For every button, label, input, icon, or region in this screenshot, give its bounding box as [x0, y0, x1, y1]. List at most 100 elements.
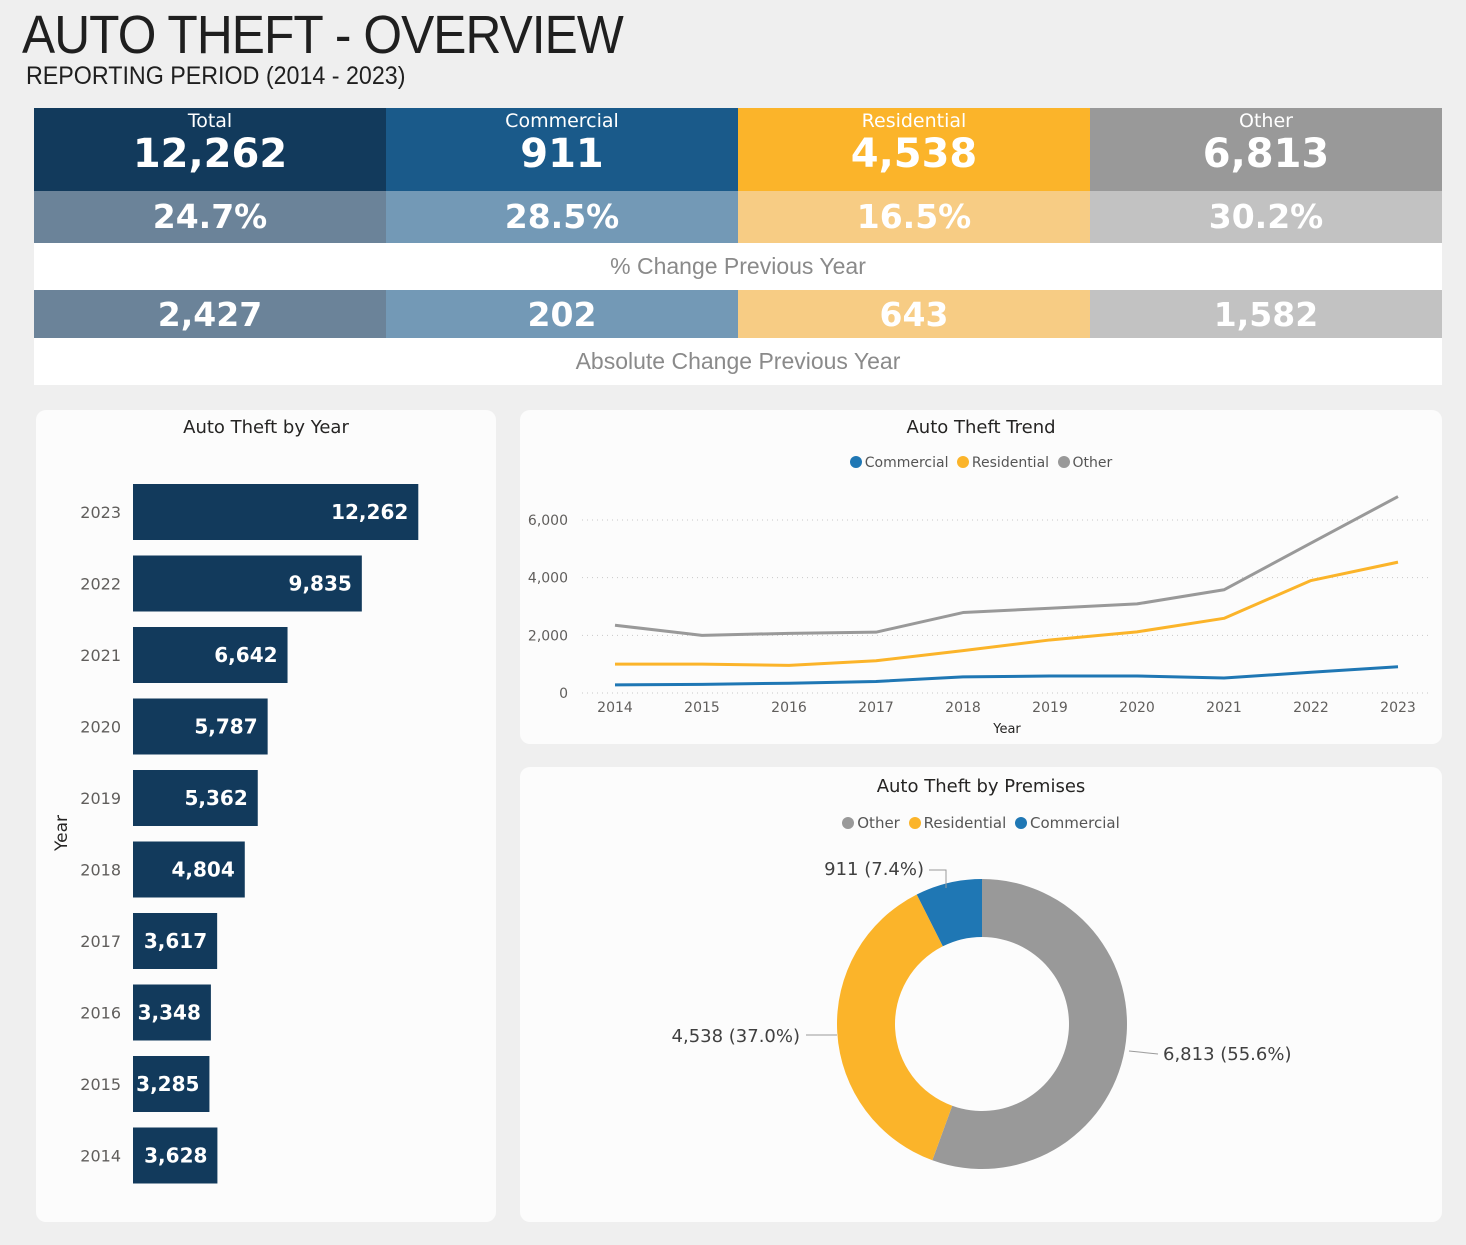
kpi-abs-row: 2,427 202 643 1,582	[34, 290, 1442, 338]
kpi-pct-row: 24.7% 28.5% 16.5% 30.2%	[34, 191, 1442, 243]
line-chart: 0 2,000 4,000 6,000 2014 2015 2016 2017 2018 2019…	[528, 495, 1432, 737]
donut-chart: 6,813 (55.6%) 4,538 (37.0%) 911 (7.4%)	[672, 859, 1291, 1169]
bar	[133, 984, 211, 1041]
bar	[133, 698, 268, 755]
bar-category-label: 2019	[80, 789, 121, 808]
legend-label-other: Other	[1072, 455, 1113, 471]
legend-item-commercial[interactable]: Commercial	[849, 455, 949, 471]
bar	[133, 1127, 218, 1184]
line-chart-title: Auto Theft Trend	[906, 417, 1056, 438]
bar-category-label: 2015	[80, 1075, 121, 1094]
y-tick-label: 2,000	[528, 628, 568, 644]
bar-data-label: 4,804	[172, 858, 235, 882]
donut-chart-legend: Other Residential Commercial	[520, 814, 1442, 832]
bar-data-label: 3,348	[138, 1001, 201, 1025]
bar	[133, 913, 218, 969]
legend-label-residential: Residential	[971, 455, 1050, 471]
kpi-label-total: Total	[187, 110, 233, 132]
series-line-other	[614, 495, 1399, 637]
x-axis-label: Year	[992, 722, 1021, 737]
other-dot-icon	[842, 817, 855, 829]
bar	[133, 555, 362, 612]
kpi-card-other[interactable]: Other 6,813	[1090, 108, 1442, 191]
kpi-card-residential[interactable]: Residential 4,538	[738, 108, 1090, 191]
bar-category-label: 2023	[80, 503, 121, 522]
abs-change-commercial: 202	[386, 290, 738, 338]
bar-data-label: 5,787	[194, 715, 257, 739]
donut-slice-residential	[837, 894, 953, 1161]
legend-item-other[interactable]: Other	[842, 814, 900, 832]
abs-change-caption: Absolute Change Previous Year	[575, 348, 901, 374]
bar-data-label: 3,617	[144, 929, 207, 953]
bar-data-label: 5,362	[184, 786, 247, 810]
donut-data-label: 4,538 (37.0%)	[672, 1026, 800, 1047]
kpi-block: Total 12,262 Commercial 911 Residential …	[34, 108, 1442, 385]
y-tick-label: 4,000	[528, 571, 568, 587]
bar-data-label: 9,835	[289, 572, 352, 596]
bar	[133, 1056, 210, 1112]
bar-data-label: 3,628	[144, 1144, 207, 1168]
bar-category-label: 2014	[80, 1147, 121, 1166]
legend-item-residential[interactable]: Residential	[956, 455, 1050, 471]
legend-item-residential[interactable]: Residential	[908, 814, 1007, 832]
donut-data-label: 911 (7.4%)	[824, 859, 924, 880]
kpi-label-residential: Residential	[861, 110, 967, 132]
commercial-dot-icon	[849, 456, 862, 468]
bar-data-label: 12,262	[331, 500, 408, 524]
other-dot-icon	[1057, 456, 1070, 468]
line-chart-panel: Auto Theft Trend Commercial Residential …	[520, 410, 1442, 744]
abs-change-residential: 643	[738, 290, 1090, 338]
legend-label-residential: Residential	[923, 814, 1007, 832]
abs-change-other: 1,582	[1090, 290, 1442, 338]
legend-item-other[interactable]: Other	[1057, 455, 1113, 471]
pct-change-caption: % Change Previous Year	[610, 253, 866, 279]
x-tick-label: 2018	[945, 700, 981, 716]
pct-change-residential: 16.5%	[738, 191, 1090, 243]
commercial-dot-icon	[1015, 817, 1028, 829]
donut-slice-commercial	[916, 879, 982, 947]
page-title: AUTO THEFT - OVERVIEW	[22, 5, 624, 65]
y-tick-label: 0	[559, 686, 568, 702]
kpi-label-other: Other	[1239, 110, 1293, 132]
kpi-card-commercial[interactable]: Commercial 911	[386, 108, 738, 191]
kpi-value-commercial: 911	[520, 131, 604, 177]
x-tick-label: 2017	[858, 700, 894, 716]
pct-change-total: 24.7%	[34, 191, 386, 243]
x-tick-label: 2020	[1119, 700, 1155, 716]
kpi-value-residential: 4,538	[850, 131, 978, 177]
x-tick-label: 2023	[1380, 700, 1416, 716]
bar-category-label: 2016	[80, 1004, 121, 1023]
x-tick-label: 2021	[1206, 700, 1242, 716]
legend-label-commercial: Commercial	[864, 455, 949, 471]
bar-data-label: 3,285	[136, 1072, 199, 1096]
residential-dot-icon	[956, 456, 969, 468]
series-line-commercial	[614, 665, 1399, 687]
donut-data-label: 6,813 (55.6%)	[1163, 1044, 1291, 1065]
bar-chart-panel: Auto Theft by Year Year 2023 12,262 2022 9,8…	[36, 410, 496, 1222]
donut-chart-panel: Auto Theft by Premises Other Residential…	[520, 767, 1442, 1222]
kpi-label-commercial: Commercial	[505, 110, 619, 132]
pct-change-other: 30.2%	[1090, 191, 1442, 243]
leader-line	[929, 869, 947, 888]
line-chart-legend: Commercial Residential Other	[520, 455, 1442, 471]
legend-label-commercial: Commercial	[1030, 814, 1120, 832]
kpi-card-total[interactable]: Total 12,262	[34, 108, 386, 191]
x-tick-label: 2016	[771, 700, 807, 716]
series-line-residential	[615, 560, 1399, 667]
bar	[133, 770, 258, 826]
x-tick-label: 2022	[1293, 700, 1329, 716]
bar-category-label: 2017	[80, 932, 121, 951]
donut-chart-title: Auto Theft by Premises	[876, 776, 1086, 797]
bar-data-label: 6,642	[214, 643, 277, 667]
legend-label-other: Other	[857, 814, 900, 832]
bar-category-label: 2022	[80, 575, 121, 594]
bar-category-label: 2021	[80, 646, 121, 665]
x-tick-label: 2019	[1032, 700, 1068, 716]
bar-chart: Year 2023 12,262 2022 9,835 2021 6,642 2020 5,78…	[52, 484, 419, 1184]
bar-y-axis-label: Year	[52, 815, 72, 852]
legend-item-commercial[interactable]: Commercial	[1015, 814, 1120, 832]
kpi-value-other: 6,813	[1202, 131, 1330, 177]
x-tick-label: 2014	[597, 700, 633, 716]
residential-dot-icon	[908, 817, 921, 829]
leader-line	[1128, 1050, 1159, 1055]
